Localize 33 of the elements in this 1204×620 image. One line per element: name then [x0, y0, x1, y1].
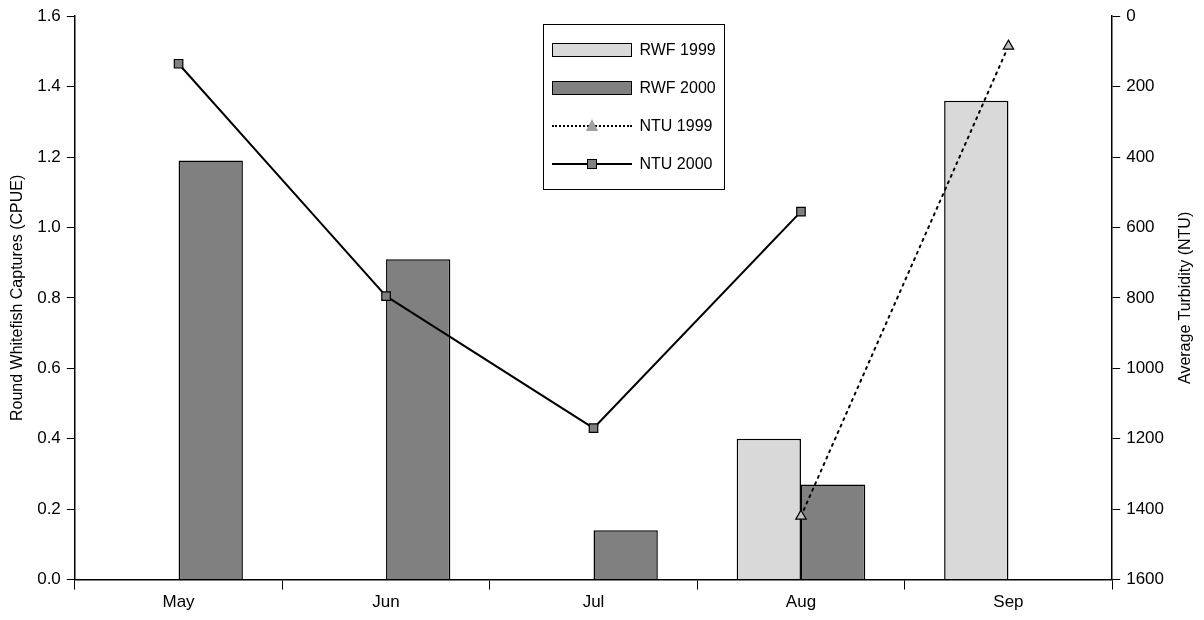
x-tick-label: Sep	[993, 592, 1024, 612]
y2-tick-label: 1600	[1126, 569, 1165, 589]
legend-label: NTU 2000	[639, 155, 713, 174]
y2-tick-label: 800	[1126, 287, 1155, 307]
y2-tick-label: 1200	[1126, 428, 1165, 448]
y2-tick-label: 600	[1126, 217, 1155, 237]
point	[588, 423, 599, 434]
y2-tick-label: 200	[1126, 76, 1155, 96]
legend-label: RWF 1999	[639, 41, 716, 60]
y-tick-label: 0.2	[37, 498, 61, 518]
legend-label: NTU 1999	[639, 117, 713, 136]
y2-tick-label: 1000	[1126, 358, 1165, 378]
x-tick-label: Jun	[372, 592, 400, 612]
y-axis-title: Round Whitefish Captures (CPUE)	[8, 174, 26, 422]
point	[796, 206, 806, 217]
x-tick-label: Jul	[582, 592, 605, 612]
y2-tick-label: 0	[1126, 5, 1136, 25]
x-tick-label: May	[162, 592, 196, 612]
point	[173, 58, 184, 69]
legend-label: RWF 2000	[639, 79, 716, 98]
y-tick-label: 1.2	[37, 146, 61, 166]
point	[381, 291, 391, 301]
x-tick-label: Aug	[785, 592, 817, 612]
y2-axis-title: Average Turbidity (NTU)	[1176, 211, 1194, 384]
y-tick-label: 1.4	[37, 76, 61, 96]
y-tick-label: 0.8	[37, 287, 61, 307]
y2-tick-label: 400	[1126, 146, 1155, 166]
y-tick-label: 0.6	[37, 358, 61, 378]
y-tick-label: 0.4	[37, 428, 61, 448]
y2-tick-label: 1400	[1126, 498, 1165, 518]
y-tick-label: 1.6	[37, 5, 61, 25]
y-tick-label: 0.0	[37, 569, 61, 589]
y-tick-label: 1.0	[37, 217, 61, 237]
